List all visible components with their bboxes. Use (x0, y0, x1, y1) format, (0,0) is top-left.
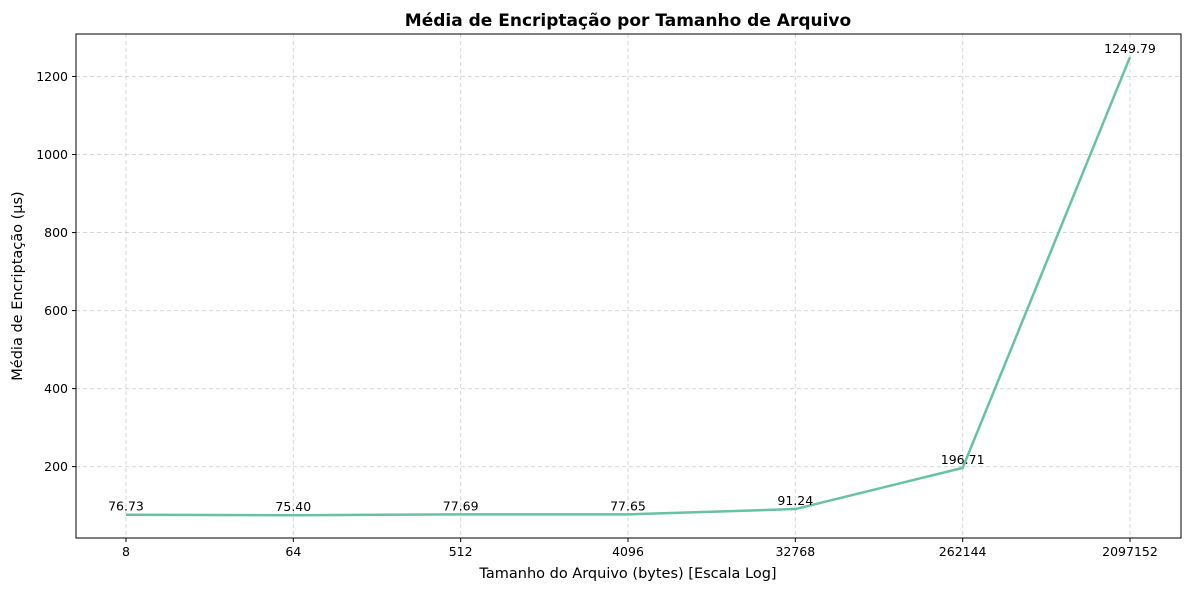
x-tick-label: 4096 (612, 544, 644, 559)
x-tick-label: 32768 (775, 544, 815, 559)
x-tick-label: 262144 (939, 544, 987, 559)
y-tick-label: 600 (44, 303, 68, 318)
y-tick-label: 200 (44, 459, 68, 474)
x-axis-label: Tamanho do Arquivo (bytes) [Escala Log] (478, 566, 776, 582)
grid (76, 34, 1181, 538)
x-tick-label: 512 (449, 544, 473, 559)
y-tick-label: 400 (44, 381, 68, 396)
series-line (125, 56, 1132, 517)
x-tick-label: 64 (285, 544, 301, 559)
chart-title: Média de Encriptação por Tamanho de Arqu… (405, 11, 851, 31)
y-axis-label: Média de Encriptação (µs) (10, 191, 26, 380)
data-labels: 76.73 75.40 77.69 77.65 91.24 196.71 1249.79 (108, 41, 1156, 514)
x-tick-label: 2097152 (1102, 544, 1158, 559)
data-label: 76.73 (108, 499, 144, 514)
data-label: 77.65 (610, 498, 646, 513)
data-label: 1249.79 (1104, 41, 1156, 56)
series (125, 56, 1132, 517)
y-tick-label: 1200 (36, 69, 68, 84)
y-tick-label: 800 (44, 225, 68, 240)
x-tick-label: 8 (122, 544, 130, 559)
data-label: 91.24 (777, 493, 813, 508)
x-axis-ticks: 8 64 512 4096 32768 262144 2097152 (122, 538, 1158, 559)
y-axis-ticks: 200 400 600 800 1000 1200 (36, 69, 76, 474)
data-label: 75.40 (275, 499, 311, 514)
data-label: 196.71 (941, 452, 985, 467)
data-label: 77.69 (443, 498, 479, 513)
y-tick-label: 1000 (36, 147, 68, 162)
